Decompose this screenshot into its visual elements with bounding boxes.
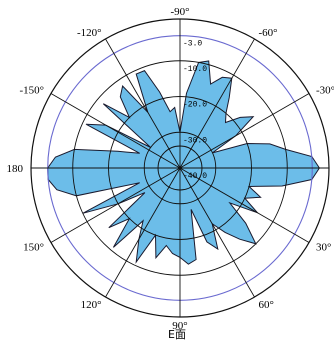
angle-tick-label: 120° (81, 299, 102, 311)
grid-layer (30, 18, 330, 318)
radial-grid-line (179, 38, 255, 169)
radial-grid-line (50, 167, 181, 243)
ring-label: -20.0 (183, 101, 207, 110)
angle-tick-label: 150° (23, 242, 44, 254)
angle-tick-label: 90° (172, 320, 187, 332)
chart-caption: E面 (168, 328, 186, 341)
angle-tick-label: 180 (7, 163, 24, 175)
angle-tick-label: -30° (316, 85, 334, 97)
ring-label-layer: -40.0 -30.0 -20.0 -10.0 -3.0 (183, 40, 207, 181)
radial-grid-line (179, 167, 310, 243)
ring-label: -10.0 (183, 65, 207, 74)
angle-tick-label: -120° (77, 27, 102, 39)
ring-label: -40.0 (183, 172, 207, 181)
ring-label: -30.0 (183, 136, 207, 145)
angle-tick-label: 60° (259, 299, 274, 311)
radial-grid-line (179, 167, 255, 298)
radial-grid-line (179, 93, 310, 169)
radial-grid-line (105, 167, 181, 298)
angle-tick-label: -150° (19, 85, 44, 97)
angle-tick-label: -90° (170, 6, 189, 18)
radial-grid-line (105, 38, 181, 169)
angle-tick-label: 30° (316, 242, 331, 254)
angle-label-layer: -90°-60°-30°0°30°60°90°120°150°180-150°-… (7, 6, 334, 332)
radial-grid-line (50, 93, 181, 169)
ring-label: -3.0 (183, 40, 202, 49)
angle-tick-label: -60° (259, 27, 278, 39)
